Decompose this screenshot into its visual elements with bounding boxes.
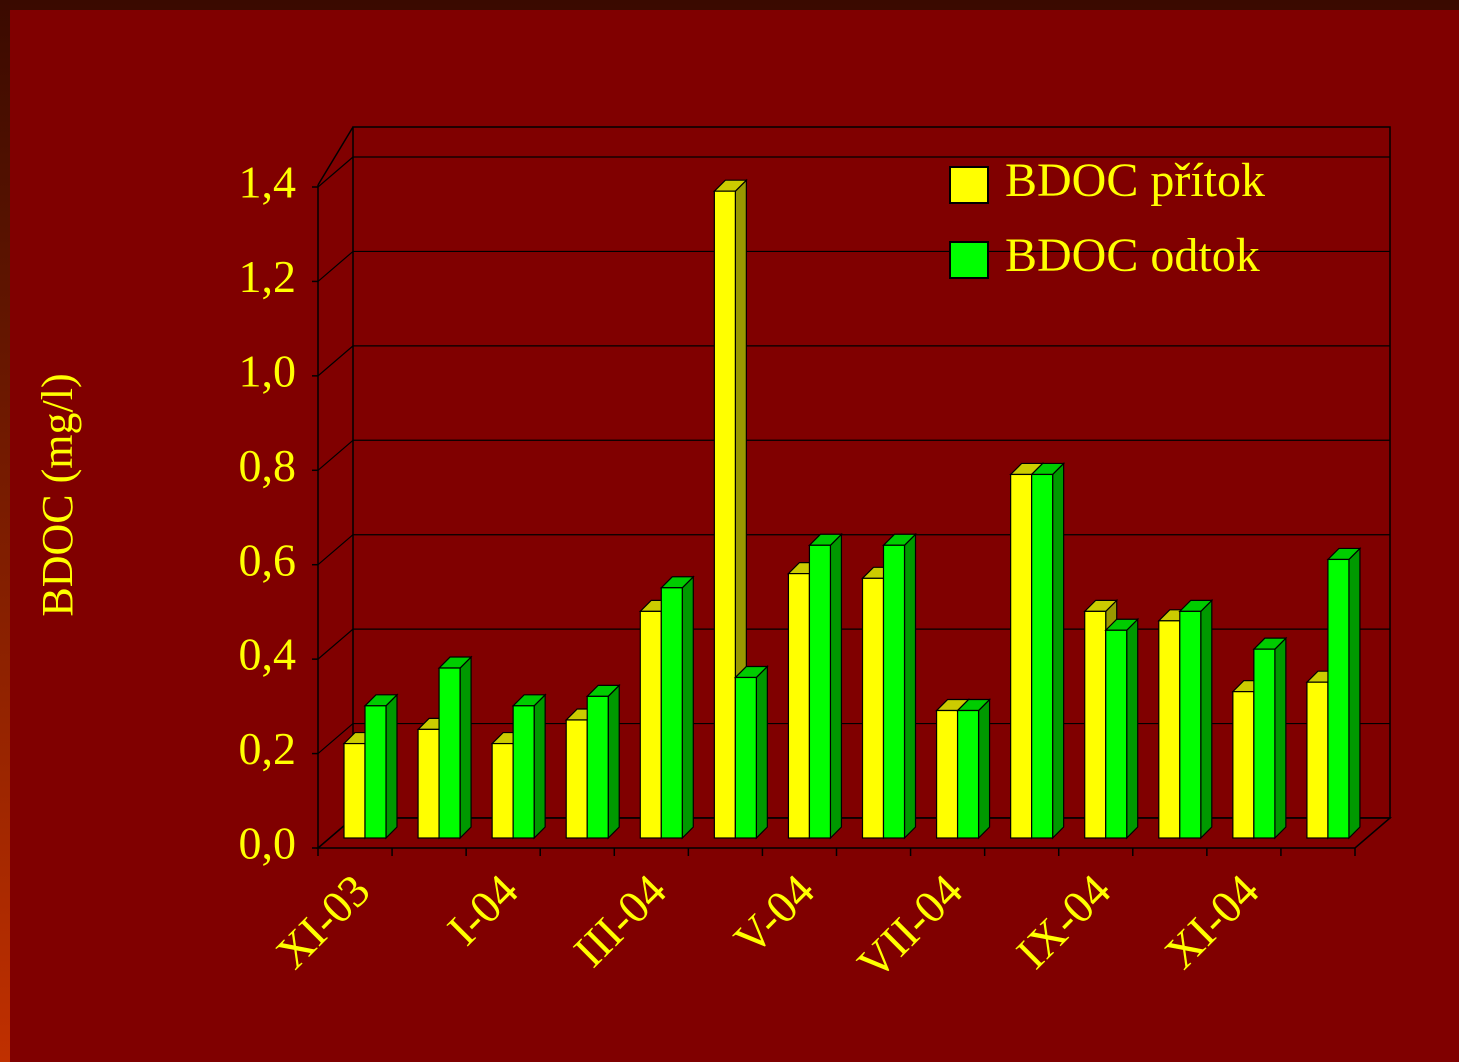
bar	[586, 695, 609, 839]
bar	[787, 572, 811, 839]
left-wall-edge	[317, 126, 354, 186]
bar-side	[1126, 617, 1139, 840]
bar	[1179, 610, 1202, 839]
legend-swatch	[949, 241, 989, 279]
bar	[1084, 610, 1107, 839]
y-tick-label: 0,0	[239, 818, 297, 869]
bar	[565, 719, 588, 839]
bar-side	[681, 575, 694, 840]
bar-side	[607, 683, 620, 840]
bar-side	[829, 532, 843, 840]
bar	[1031, 473, 1054, 839]
bar	[343, 742, 366, 839]
bar	[734, 676, 757, 839]
y-tick-label: 0,2	[239, 723, 297, 774]
bar	[1232, 691, 1255, 839]
bar	[1158, 620, 1181, 839]
bar	[1327, 558, 1350, 839]
bar	[491, 742, 514, 839]
bar-side	[903, 532, 917, 840]
y-tick-label: 0,6	[239, 534, 297, 585]
bar	[1105, 629, 1128, 839]
y-tick-label: 1,2	[239, 251, 297, 302]
bar	[364, 705, 387, 839]
bar	[1253, 648, 1276, 839]
bar-side	[1274, 636, 1287, 840]
grid-line-side	[317, 250, 354, 282]
bar	[1306, 681, 1329, 839]
grid-line-side	[317, 723, 354, 755]
bar	[882, 544, 906, 839]
bar-side	[459, 655, 472, 840]
y-tick-label: 0,8	[239, 440, 297, 491]
bar-side	[977, 698, 991, 840]
bar	[438, 667, 461, 839]
bar	[861, 577, 885, 839]
legend-swatch	[949, 166, 989, 204]
grid-line-side	[317, 439, 354, 471]
floor	[315, 817, 1393, 849]
grid-line-side	[317, 628, 354, 660]
legend-label: BDOC odtok	[1005, 229, 1260, 282]
bar	[713, 190, 736, 839]
legend-label: BDOC přítok	[1005, 154, 1265, 207]
bar	[417, 728, 440, 839]
bar	[935, 709, 959, 839]
grid-line-side	[317, 534, 354, 566]
bar-side	[533, 693, 546, 840]
bar-side	[1348, 546, 1361, 840]
grid-line-side	[317, 156, 354, 188]
bar-side	[755, 665, 768, 840]
bar	[956, 709, 980, 839]
bar	[639, 610, 662, 839]
y-tick-label: 0,4	[239, 629, 297, 680]
bar-side	[1200, 598, 1213, 840]
bar-side	[385, 693, 398, 840]
y-tick-label: 1,4	[239, 157, 297, 208]
bar	[512, 705, 535, 839]
bar	[808, 544, 832, 839]
bar	[1010, 473, 1033, 839]
y-axis-label: BDOC (mg/l)	[33, 373, 82, 616]
bar	[660, 587, 683, 839]
bar-side	[1052, 462, 1065, 840]
y-tick-label: 1,0	[239, 345, 297, 396]
grid-line-side	[317, 345, 354, 377]
